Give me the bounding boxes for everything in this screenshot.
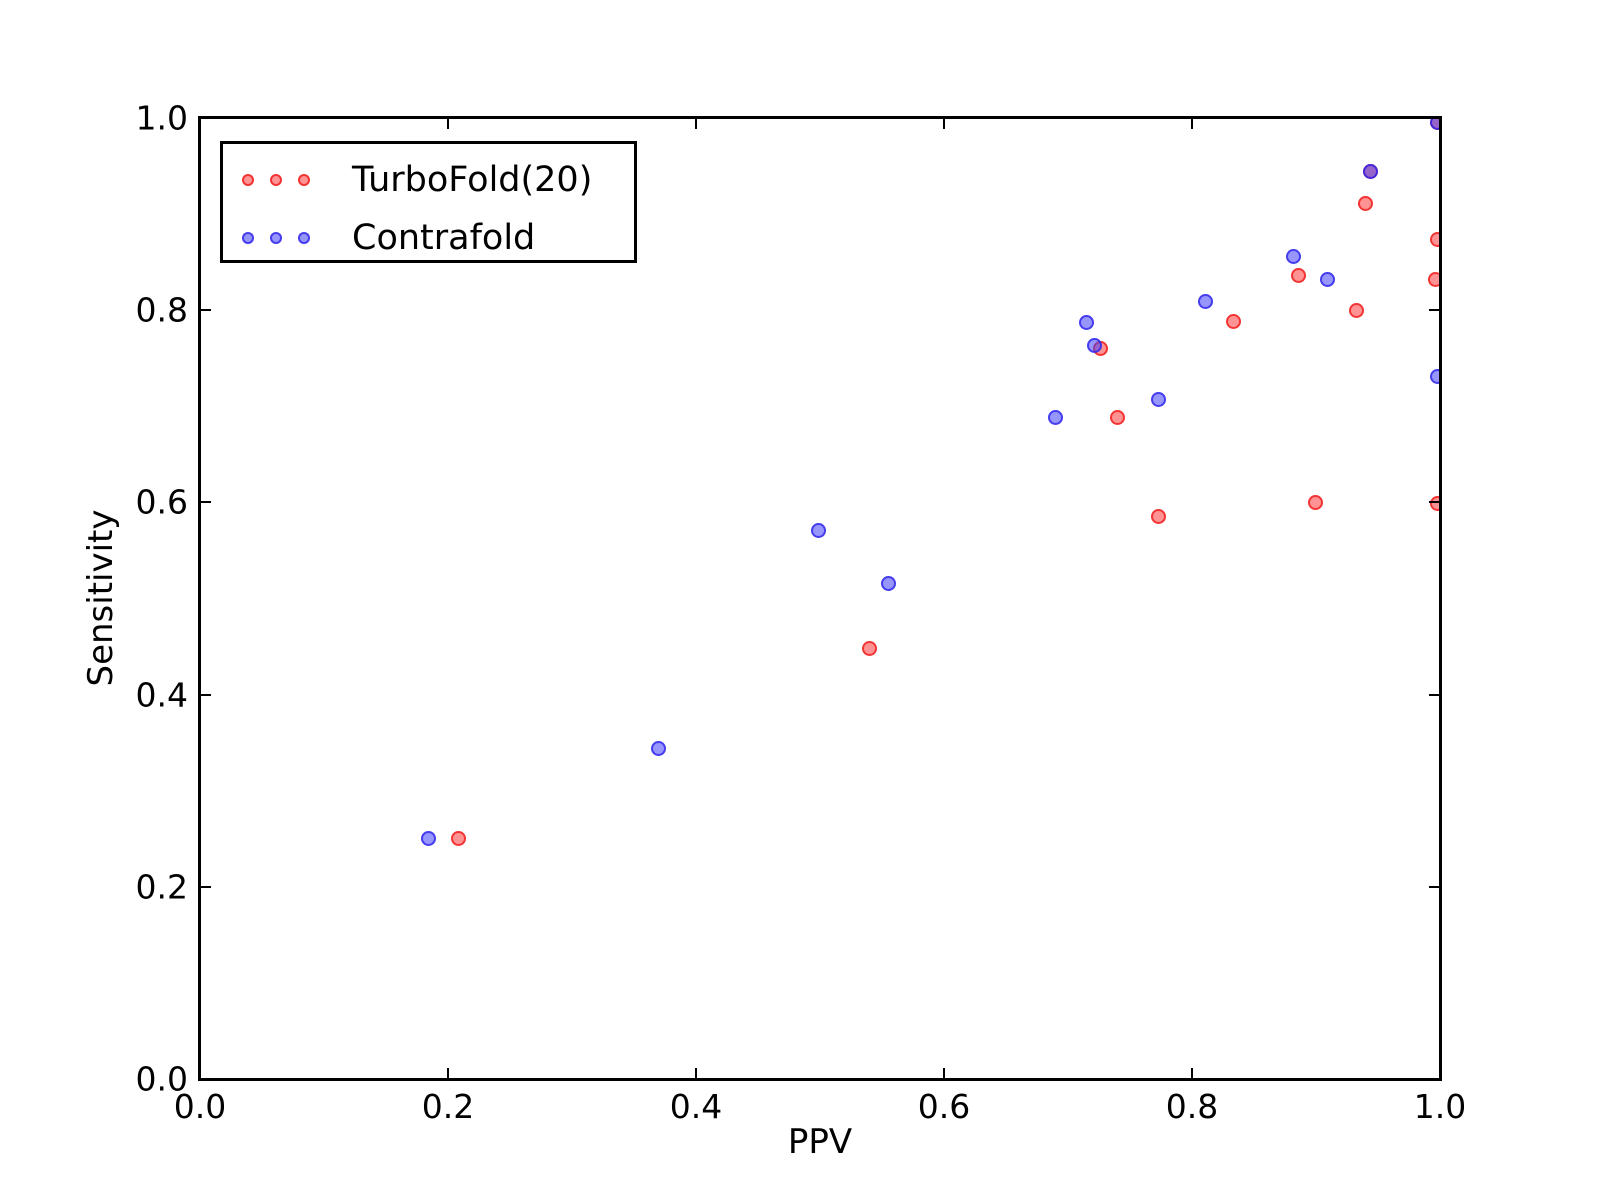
data-point-contrafold [1285, 249, 1301, 265]
y-tick-left [200, 693, 211, 696]
y-tick-right [1429, 693, 1440, 696]
x-tick-bottom [447, 1068, 449, 1079]
x-tick-top [943, 118, 945, 129]
data-point-turbofold [1429, 232, 1440, 248]
y-tick-label: 0.8 [135, 290, 188, 330]
y-tick-right [1429, 885, 1440, 888]
x-tick-label: 0.6 [917, 1087, 971, 1126]
x-tick-bottom [943, 1068, 945, 1079]
data-point-contrafold [1078, 314, 1094, 330]
data-point-turbofold [1226, 313, 1242, 329]
y-tick-left [200, 501, 211, 504]
data-point-turbofold [451, 830, 467, 846]
y-tick-label: 0.4 [135, 675, 188, 715]
x-tick-label: 0.8 [1165, 1087, 1219, 1126]
data-point-turbofold [1308, 495, 1323, 511]
contrafold-legend-dot [270, 232, 282, 244]
data-point-contrafold [881, 576, 897, 592]
data-point-turbofold [1428, 272, 1440, 288]
x-tick-top [447, 118, 449, 129]
data-point-contrafold [1047, 409, 1063, 425]
x-axis-label: PPV [787, 1122, 853, 1162]
y-tick-right [1429, 1078, 1440, 1080]
data-point-turbofold [1357, 196, 1373, 212]
plot-area [200, 118, 1440, 1079]
x-tick-top [695, 118, 697, 129]
data-point-contrafold [1320, 272, 1336, 288]
data-point-contrafold [1150, 391, 1166, 407]
x-tick-label: 0.0 [173, 1087, 227, 1126]
y-tick-right [1429, 117, 1440, 119]
data-point-turbofold [1290, 267, 1306, 283]
y-tick-left [200, 1078, 211, 1080]
x-tick-top [1191, 118, 1193, 129]
legend-marker-group-contrafold [242, 232, 310, 244]
data-point-contrafold [650, 741, 666, 757]
contrafold-legend-dot [298, 232, 310, 244]
data-point-contrafold [1429, 118, 1440, 130]
y-tick-left [200, 885, 211, 888]
legend-label-contrafold: Contrafold [352, 217, 536, 258]
y-tick-left [200, 309, 211, 312]
data-point-contrafold [1087, 337, 1103, 353]
y-axis-label: Sensitivity [81, 509, 121, 687]
y-tick-label: 1.0 [135, 98, 188, 138]
x-tick-bottom [695, 1068, 697, 1079]
y-tick-left [200, 117, 211, 119]
legend-marker-group-turbofold [242, 174, 310, 186]
data-point-turbofold [1150, 508, 1166, 524]
legend: TurboFold(20) Contrafold [220, 141, 637, 263]
x-tick-label: 0.4 [669, 1087, 723, 1126]
turbofold-legend-dot [242, 174, 254, 186]
data-point-contrafold [1362, 163, 1378, 179]
data-point-contrafold [421, 830, 437, 846]
x-tick-bottom [1191, 1068, 1193, 1079]
data-point-turbofold [861, 641, 877, 657]
data-point-turbofold [1429, 496, 1440, 512]
y-tick-right [1429, 309, 1440, 312]
x-tick-label: 1.0 [1413, 1087, 1467, 1126]
y-tick-label: 0.2 [135, 867, 188, 907]
x-tick-top [199, 118, 201, 129]
data-point-contrafold [810, 523, 826, 539]
y-tick-label: 0.0 [135, 1059, 188, 1099]
y-tick-label: 0.6 [135, 482, 188, 522]
x-tick-label: 0.2 [421, 1087, 475, 1126]
data-point-contrafold [1197, 293, 1213, 309]
data-point-turbofold [1109, 409, 1125, 425]
y-tick-right [1429, 501, 1440, 504]
turbofold-legend-dot [298, 174, 310, 186]
legend-label-turbofold: TurboFold(20) [352, 159, 593, 200]
data-point-contrafold [1429, 368, 1440, 384]
turbofold-legend-dot [270, 174, 282, 186]
x-tick-top [1439, 118, 1441, 129]
data-point-turbofold [1348, 303, 1364, 319]
contrafold-legend-dot [242, 232, 254, 244]
